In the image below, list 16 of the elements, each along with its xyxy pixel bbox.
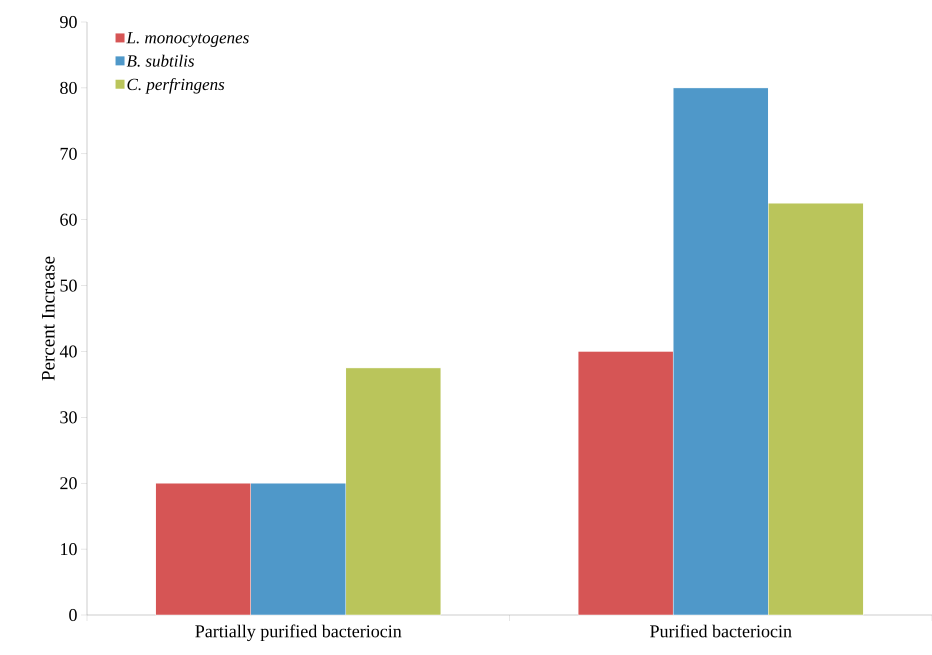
y-tick-label: 0 (69, 608, 77, 622)
y-axis-title: Percent Increase (42, 256, 55, 380)
legend-label: C. perfringens (127, 78, 224, 94)
legend-label: B. subtilis (126, 54, 194, 67)
y-tick-label: 10 (61, 543, 77, 556)
y-tick-label: 40 (60, 345, 77, 358)
y-tick-label: 50 (60, 279, 77, 292)
y-tick-label: 30 (60, 411, 77, 424)
y-tick-label: 70 (60, 148, 77, 160)
y-tick-label: 80 (60, 82, 77, 94)
x-tick-label: Partially purified bacteriocin (195, 624, 402, 642)
x-tick-label: Purified bacteriocin (650, 624, 792, 638)
y-tick-label: 90 (60, 16, 77, 28)
y-tick-label: 20 (60, 477, 77, 490)
y-tick-label: 60 (60, 214, 77, 226)
legend-label: L. monocytogenes (126, 32, 249, 47)
